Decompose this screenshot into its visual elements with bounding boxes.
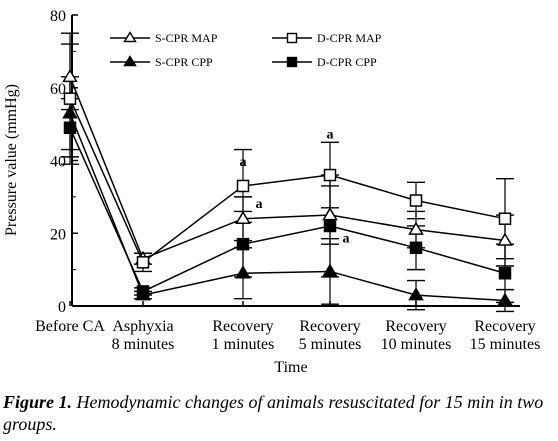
error-bars: [61, 32, 514, 313]
axes: 0 20 40 60 80 Before CA Asphyxia 8 minutes Recov…: [35, 8, 540, 353]
legend-marker: [286, 32, 298, 44]
x-tick-label-line: 5 minutes: [299, 336, 362, 353]
y-tick-label: 0: [58, 299, 66, 316]
x-tick-label-line: Asphyxia: [112, 318, 173, 335]
caption-text: Hemodynamic changes of animals resuscita…: [3, 392, 544, 434]
annotation-label: a: [327, 128, 334, 143]
data-point: [235, 265, 251, 279]
annotations: a a a a: [240, 128, 350, 247]
legend-label: D-CPR MAP: [317, 31, 382, 45]
series-lines: [69, 76, 506, 302]
figure-caption: Figure 1. Hemodynamic changes of animals…: [3, 391, 555, 435]
x-tick-label: Before CA: [35, 318, 105, 335]
data-point: [497, 292, 513, 306]
x-tick-label: Recovery 1 minutes: [212, 318, 275, 353]
x-tick-label-line: 15 minutes: [470, 336, 541, 353]
legend-marker: [286, 56, 298, 68]
caption-label: Figure 1.: [3, 392, 73, 412]
data-point: [236, 237, 250, 251]
x-tick-label-line: Before CA: [35, 318, 105, 335]
x-tick-label-line: Recovery: [385, 318, 446, 335]
data-point: [136, 285, 150, 298]
chart: 0 20 40 60 80 Before CA Asphyxia 8 minutes Recov…: [3, 8, 540, 376]
data-point: [136, 256, 150, 269]
data-point: [498, 212, 512, 225]
data-point: [236, 179, 250, 193]
legend-item: D-CPR CPP: [272, 55, 377, 69]
series-line: [69, 76, 506, 260]
annotation-label: a: [343, 231, 350, 246]
x-axis-title: Time: [274, 359, 307, 376]
data-point: [408, 221, 424, 235]
legend-item: D-CPR MAP: [272, 31, 382, 45]
series-line: [69, 98, 506, 264]
x-tick-label-line: Recovery: [474, 318, 535, 335]
series-markers: [62, 68, 513, 306]
y-tick-label: 80: [50, 8, 66, 25]
series-line: [69, 127, 506, 293]
data-point: [408, 287, 424, 301]
x-tick-label: Recovery 15 minutes: [470, 318, 541, 353]
x-tick-label-line: 8 minutes: [112, 336, 175, 353]
data-point: [409, 241, 423, 255]
y-tick-label: 40: [50, 154, 66, 171]
legend-marker: [123, 31, 137, 43]
data-point: [323, 219, 337, 233]
data-point: [322, 263, 338, 277]
y-tick-label: 20: [50, 226, 66, 243]
legend-label: D-CPR CPP: [317, 55, 377, 69]
legend-item: S-CPR MAP: [110, 31, 218, 45]
data-point: [323, 168, 337, 182]
legend-marker: [123, 55, 137, 67]
y-tick-label: 60: [50, 81, 66, 98]
x-tick-label-line: Recovery: [299, 318, 360, 335]
y-axis-title: Pressure value (mmHg): [3, 84, 20, 236]
data-point: [63, 92, 77, 105]
data-point: [497, 232, 513, 246]
data-point: [322, 207, 338, 221]
data-point: [409, 194, 423, 207]
x-tick-label: Recovery 10 minutes: [381, 318, 452, 353]
data-point: [62, 68, 78, 83]
x-tick-label: Asphyxia 8 minutes: [112, 318, 175, 353]
data-point: [62, 105, 78, 119]
x-tick-label-line: 10 minutes: [381, 336, 452, 353]
legend-label: S-CPR MAP: [155, 31, 218, 45]
x-tick-label-line: Recovery: [212, 318, 273, 335]
legend: S-CPR MAP D-CPR MAP S-CPR CPP D-CPR CPP: [110, 31, 382, 69]
legend-label: S-CPR CPP: [155, 55, 213, 69]
x-tick-label-line: 1 minutes: [212, 336, 275, 353]
annotation-label: a: [240, 155, 247, 170]
data-point: [63, 121, 77, 135]
legend-item: S-CPR CPP: [110, 55, 213, 69]
data-point: [498, 267, 512, 280]
x-tick-label: Recovery 5 minutes: [299, 318, 362, 353]
data-point: [235, 210, 251, 224]
annotation-label: a: [256, 197, 263, 212]
